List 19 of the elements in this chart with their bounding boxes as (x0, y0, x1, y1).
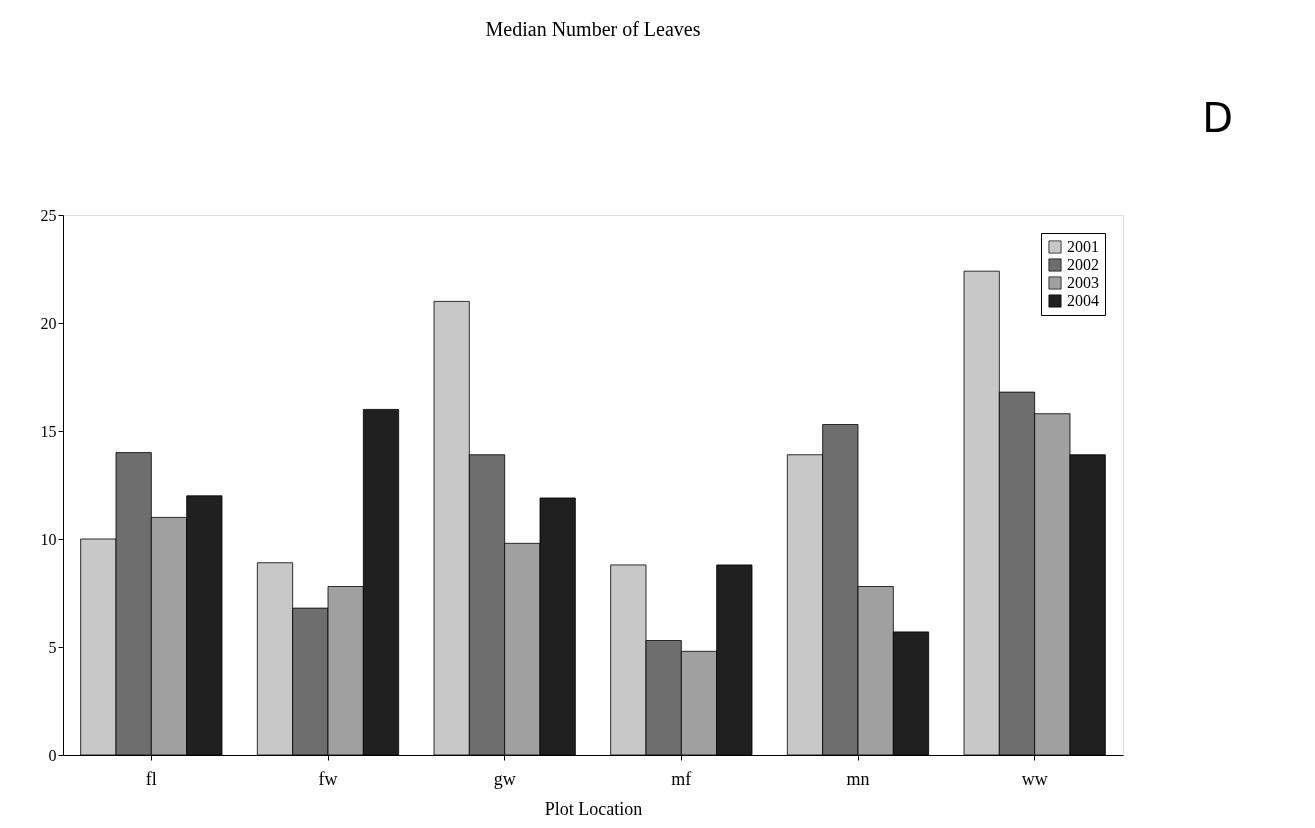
chart-title: Median Number of Leaves (485, 18, 701, 40)
y-tick-label: 0 (48, 746, 57, 764)
x-tick-label: fl (145, 768, 157, 789)
x-tick-label: gw (493, 768, 516, 789)
text: D (1202, 95, 1233, 141)
legend-label: 2001 (1067, 238, 1099, 255)
x-tick-label: mn (846, 768, 870, 789)
y-tick-label: 5 (48, 638, 57, 656)
x-axis-title: Plot Location (544, 798, 643, 819)
legend-label: 2004 (1067, 292, 1099, 309)
x-tick-label: mf (671, 768, 692, 789)
legend-label: 2002 (1067, 256, 1099, 273)
x-tick-label: fw (318, 768, 338, 789)
legend-label: 2003 (1067, 274, 1099, 291)
y-tick-label: 15 (40, 422, 57, 440)
x-tick-label: ww (1021, 768, 1048, 789)
y-tick-label: 20 (40, 314, 57, 332)
y-tick-label: 10 (40, 530, 57, 548)
y-tick-label: 25 (40, 206, 57, 224)
